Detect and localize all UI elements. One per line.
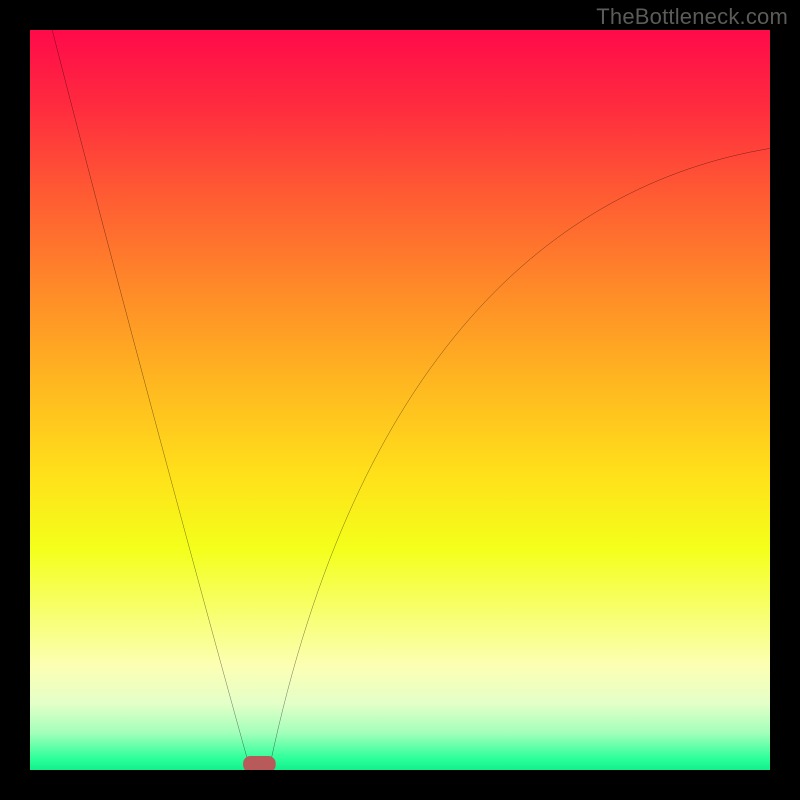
bottleneck-curve-chart — [30, 30, 770, 770]
watermark-text: TheBottleneck.com — [596, 4, 788, 30]
plot-area — [30, 30, 770, 770]
minimum-marker — [243, 756, 276, 770]
gradient-background — [30, 30, 770, 770]
outer-frame: TheBottleneck.com — [0, 0, 800, 800]
